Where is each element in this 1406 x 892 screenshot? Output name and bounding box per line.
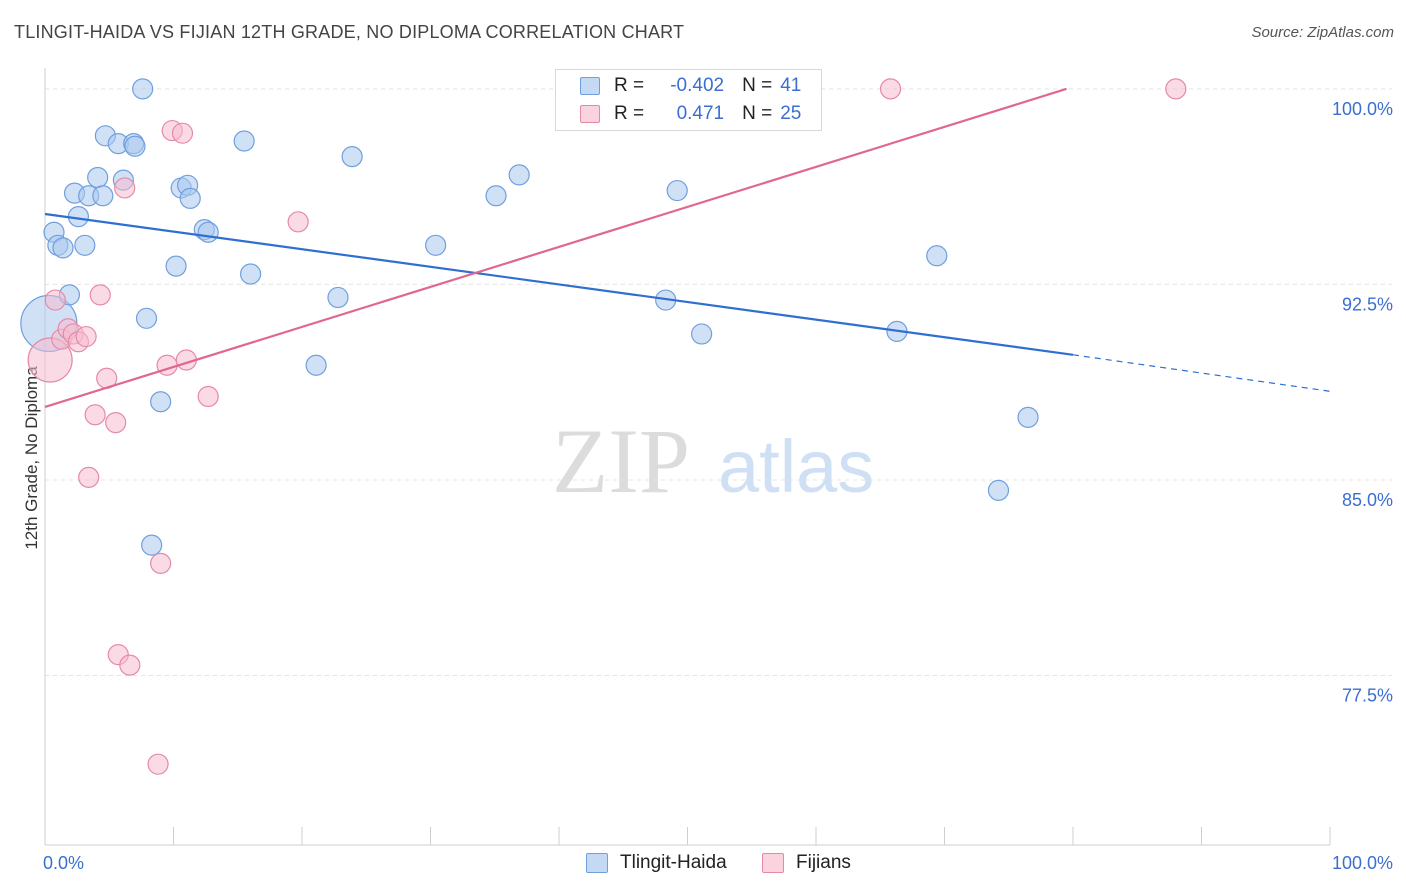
source-label: Source: ZipAtlas.com xyxy=(1251,24,1394,41)
tlingit-haida-point-22 xyxy=(179,187,201,209)
tlingit-haida-point-38 xyxy=(926,245,948,267)
tlingit-haida-swatch xyxy=(580,77,600,95)
bottom-legend-tlingit-haida: Tlingit-Haida xyxy=(586,852,727,874)
y-tick-label-2: 92.5% xyxy=(1342,294,1393,314)
tlingit-haida-point-29 xyxy=(341,146,363,168)
fijians-point-7 xyxy=(78,466,100,488)
tlingit-haida-legend-label: Tlingit-Haida xyxy=(620,852,727,873)
fijians-legend-swatch xyxy=(762,853,784,873)
tlingit-haida-point-33 xyxy=(141,534,163,556)
tlingit-haida-point-28 xyxy=(327,286,349,309)
x-tick-label-1: 100.0% xyxy=(1332,853,1393,873)
y-tick-label-1: 85.0% xyxy=(1342,490,1393,510)
watermark-zip: ZIP xyxy=(552,410,690,512)
tlingit-haida-point-26 xyxy=(240,263,262,285)
r-value-tlingit-haida: -0.402 xyxy=(670,75,725,96)
tlingit-haida-point-16 xyxy=(132,78,154,100)
fijians-point-6 xyxy=(75,325,97,348)
correlation-legend: R = -0.402 N = 41 R = 0.471 N = 25 xyxy=(555,69,822,131)
r-label: R = xyxy=(614,75,645,96)
tlingit-haida-point-19 xyxy=(165,255,187,277)
y-tick-label-3: 100.0% xyxy=(1332,99,1393,119)
tlingit-haida-point-9 xyxy=(87,166,109,189)
tlingit-haida-trend-extension xyxy=(1072,354,1331,392)
tlingit-haida-point-30 xyxy=(425,234,447,256)
fijians-point-16 xyxy=(147,753,169,775)
fijians-point-1 xyxy=(44,289,66,311)
tlingit-haida-point-25 xyxy=(233,130,255,152)
legend-row-tlingit-haida: R = -0.402 N = 41 xyxy=(556,72,801,100)
tlingit-haida-point-39 xyxy=(1017,406,1039,428)
tlingit-haida-point-32 xyxy=(508,164,530,186)
bottom-legend-fijians: Fijians xyxy=(762,852,851,874)
fijians-legend-label: Fijians xyxy=(796,852,851,873)
r-value-fijians: 0.471 xyxy=(676,103,725,124)
tlingit-haida-point-10 xyxy=(92,185,114,207)
fijians-point-11 xyxy=(105,412,127,434)
fijians-point-13 xyxy=(119,654,141,676)
tlingit-haida-point-31 xyxy=(485,185,507,207)
chart-title: TLINGIT-HAIDA VS FIJIAN 12TH GRADE, NO D… xyxy=(14,22,685,42)
tlingit-haida-legend-swatch xyxy=(586,853,608,873)
fijians-point-19 xyxy=(171,122,194,144)
n-value-tlingit-haida: 41 xyxy=(780,75,802,96)
tlingit-haida-point-40 xyxy=(987,479,1010,501)
fijians-trend-line xyxy=(44,87,1067,409)
x-tick-label-0: 0.0% xyxy=(43,853,84,873)
tlingit-haida-point-24 xyxy=(197,221,219,243)
fijians-point-15 xyxy=(150,552,172,575)
fijians-point-8 xyxy=(84,404,106,426)
fijians-swatch xyxy=(580,105,600,123)
fijians-point-23 xyxy=(879,78,902,100)
y-tick-label-0: 77.5% xyxy=(1342,686,1393,706)
tlingit-haida-point-7 xyxy=(74,234,96,256)
fijians-point-14 xyxy=(114,177,136,199)
n-label: N = xyxy=(742,75,773,96)
tlingit-haida-trend-line xyxy=(44,212,1074,356)
fijians-point-21 xyxy=(197,385,219,408)
n-value-fijians: 25 xyxy=(780,103,802,124)
r-label: R = xyxy=(614,103,645,124)
tlingit-haida-point-3 xyxy=(52,237,74,259)
watermark-atlas: atlas xyxy=(718,425,874,508)
fijians-point-22 xyxy=(287,211,309,233)
fijians-point-9 xyxy=(89,284,111,306)
fijians-point-24 xyxy=(1165,78,1187,100)
tlingit-haida-point-15 xyxy=(124,135,146,157)
tlingit-haida-point-36 xyxy=(691,323,713,345)
legend-row-fijians: R = 0.471 N = 25 xyxy=(556,100,801,128)
tlingit-haida-point-27 xyxy=(305,354,327,376)
tlingit-haida-point-35 xyxy=(666,179,688,202)
y-axis-label: 12th Grade, No Diploma xyxy=(22,366,41,550)
tlingit-haida-point-18 xyxy=(150,391,172,413)
tlingit-haida-point-17 xyxy=(135,307,158,329)
n-label: N = xyxy=(742,103,773,124)
